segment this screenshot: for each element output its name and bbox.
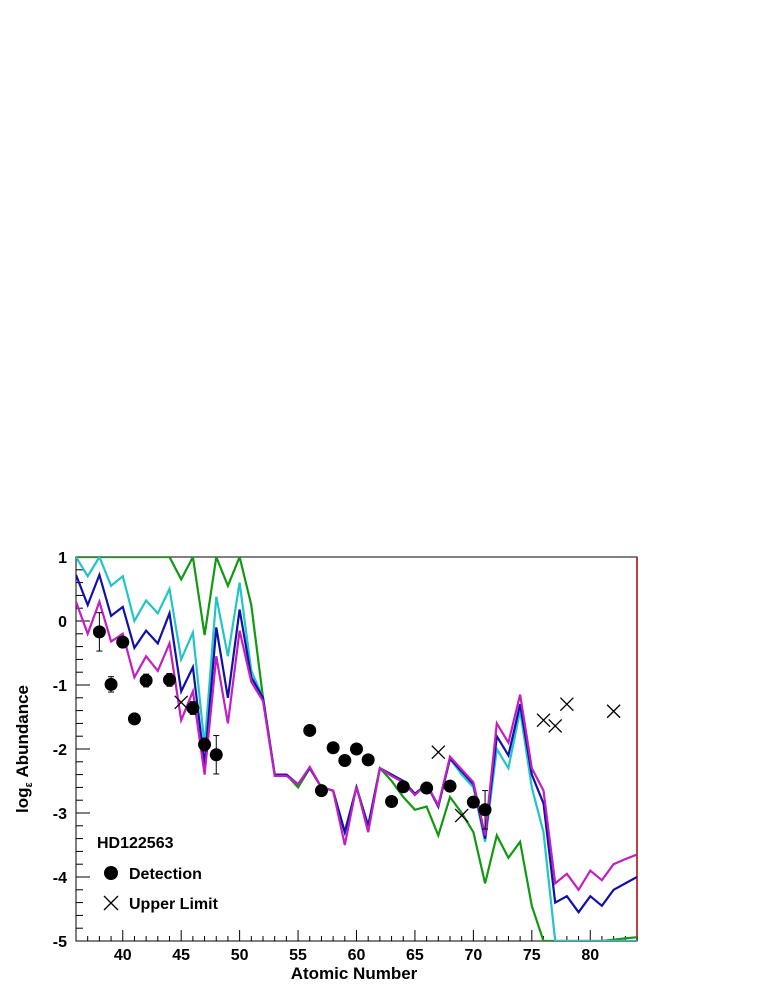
y-tick-label: -2: [53, 742, 67, 759]
upper-limit-point: [174, 695, 189, 710]
detection-point: [186, 701, 200, 715]
detection-point: [385, 794, 399, 808]
detection-point: [420, 781, 434, 795]
x-tick-label: 75: [523, 947, 541, 964]
x-axis-title: Atomic Number: [291, 964, 418, 983]
x-tick-label: 60: [348, 947, 366, 964]
y-tick-label: -5: [53, 934, 67, 951]
x-tick-label: 80: [581, 947, 599, 964]
detection-point: [198, 738, 212, 752]
axis-tick-labels: 40 45 50 55 60 65 70 75 80 1 0 -1 -2 -3 -4 -5: [53, 550, 599, 964]
legend-title: HD122563: [97, 835, 174, 852]
detection-point: [338, 754, 352, 768]
x-tick-label: 70: [464, 947, 482, 964]
detection-point: [478, 803, 492, 817]
detection-point: [116, 635, 130, 649]
y-tick-label: 1: [58, 550, 67, 567]
axis-ticks: [75, 556, 638, 942]
detection-point: [326, 741, 340, 755]
x-tick-label: 40: [114, 947, 132, 964]
detection-point: [209, 748, 223, 762]
x-tick-label: 55: [289, 947, 307, 964]
upper-limit-point: [606, 704, 621, 719]
detection-point: [127, 712, 141, 726]
upper-limit-point: [536, 713, 551, 728]
upper-limit-point: [454, 808, 469, 823]
detection-point: [104, 677, 118, 691]
y-axis-title: logε Abundance: [13, 685, 35, 813]
detection-point: [303, 723, 317, 737]
y-tick-label: -3: [53, 806, 67, 823]
x-tick-label: 50: [231, 947, 249, 964]
detection-point: [314, 784, 328, 798]
detection-point: [163, 673, 176, 687]
detection-point: [361, 753, 375, 767]
legend-detection-label: Detection: [129, 866, 202, 883]
detection-point: [92, 625, 106, 639]
legend-detection-marker: [104, 866, 118, 880]
legend-upper-limit-marker: [103, 895, 119, 911]
upper-limit-point: [559, 697, 574, 712]
x-tick-label: 65: [406, 947, 424, 964]
y-tick-label: -4: [53, 870, 67, 887]
data-points: [92, 612, 621, 830]
detection-point: [350, 742, 363, 756]
y-tick-label: 0: [58, 614, 67, 631]
model-curves: [76, 557, 637, 941]
detection-point: [466, 795, 480, 809]
x-tick-label: 45: [172, 947, 190, 964]
detection-point: [396, 780, 410, 794]
detection-point: [443, 779, 457, 793]
legend: HD122563 Detection Upper Limit: [97, 835, 219, 913]
series-line-magenta: [76, 598, 637, 892]
detection-point: [139, 674, 153, 688]
upper-limit-point: [548, 719, 563, 733]
y-tick-label: -1: [53, 678, 67, 695]
legend-upper-limit-label: Upper Limit: [129, 896, 219, 913]
upper-limit-point: [431, 745, 446, 760]
